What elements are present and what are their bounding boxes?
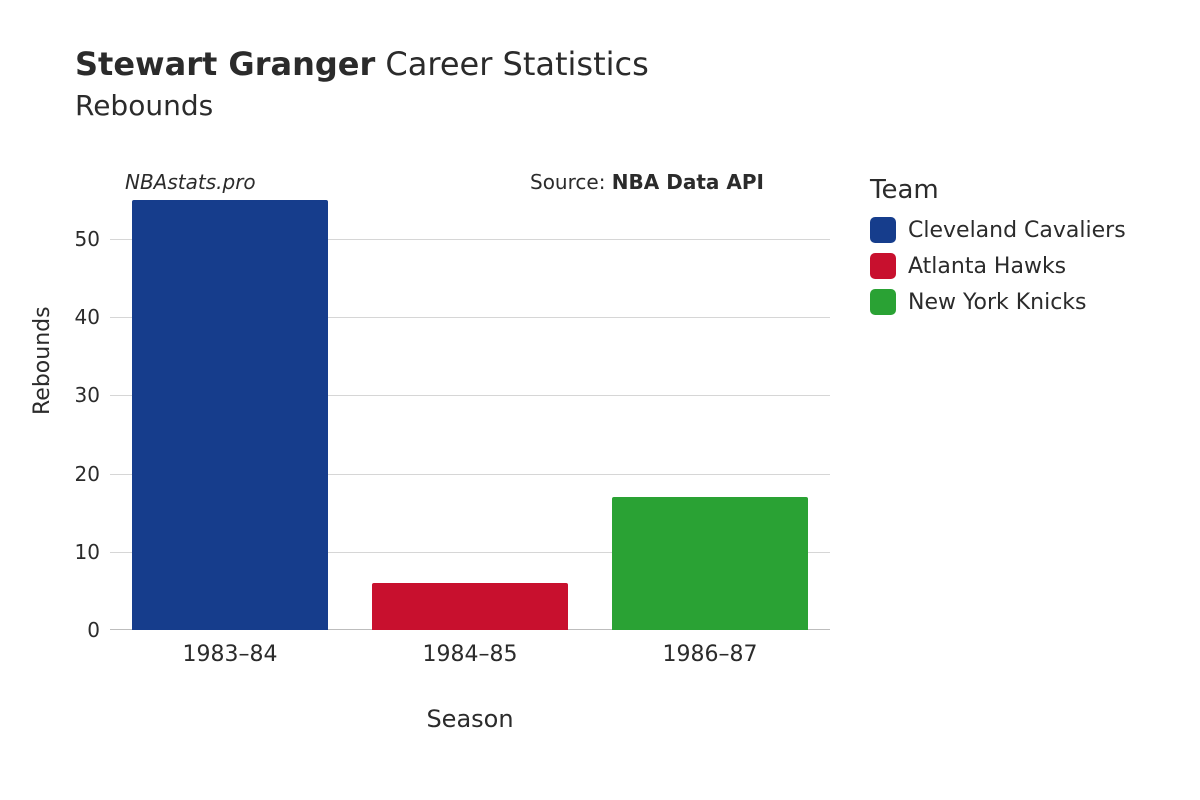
plot-area: 010203040501983–841984–851986–87 bbox=[110, 200, 830, 630]
y-tick-label: 0 bbox=[87, 618, 110, 642]
y-tick-label: 50 bbox=[75, 227, 110, 251]
chart-subtitle: Rebounds bbox=[75, 89, 649, 122]
y-tick-label: 40 bbox=[75, 305, 110, 329]
legend-item: Cleveland Cavaliers bbox=[870, 217, 1126, 243]
source-credit: Source: NBA Data API bbox=[530, 170, 764, 194]
watermark: NBAstats.pro bbox=[125, 170, 256, 194]
bar bbox=[132, 200, 329, 630]
x-tick-label: 1986–87 bbox=[663, 630, 758, 667]
y-tick-label: 10 bbox=[75, 540, 110, 564]
y-axis-label: Rebounds bbox=[30, 306, 55, 415]
x-tick-label: 1984–85 bbox=[423, 630, 518, 667]
x-tick-label: 1983–84 bbox=[183, 630, 278, 667]
y-tick-label: 30 bbox=[75, 383, 110, 407]
legend-item: New York Knicks bbox=[870, 289, 1126, 315]
chart-title: Stewart Granger Career Statistics bbox=[75, 45, 649, 83]
legend-label: Cleveland Cavaliers bbox=[908, 218, 1126, 243]
source-prefix: Source: bbox=[530, 170, 612, 194]
legend-swatch bbox=[870, 253, 896, 279]
chart-title-block: Stewart Granger Career Statistics Reboun… bbox=[75, 45, 649, 122]
legend-label: New York Knicks bbox=[908, 290, 1087, 315]
source-name: NBA Data API bbox=[612, 170, 764, 194]
y-tick-label: 20 bbox=[75, 462, 110, 486]
title-suffix: Career Statistics bbox=[385, 45, 648, 83]
legend-title: Team bbox=[870, 175, 1126, 205]
x-axis-label: Season bbox=[110, 705, 830, 733]
legend: Team Cleveland Cavaliers Atlanta Hawks New… bbox=[870, 175, 1126, 325]
legend-label: Atlanta Hawks bbox=[908, 254, 1066, 279]
bar bbox=[372, 583, 569, 630]
legend-swatch bbox=[870, 217, 896, 243]
legend-item: Atlanta Hawks bbox=[870, 253, 1126, 279]
legend-swatch bbox=[870, 289, 896, 315]
bar bbox=[612, 497, 809, 630]
player-name: Stewart Granger bbox=[75, 45, 375, 83]
